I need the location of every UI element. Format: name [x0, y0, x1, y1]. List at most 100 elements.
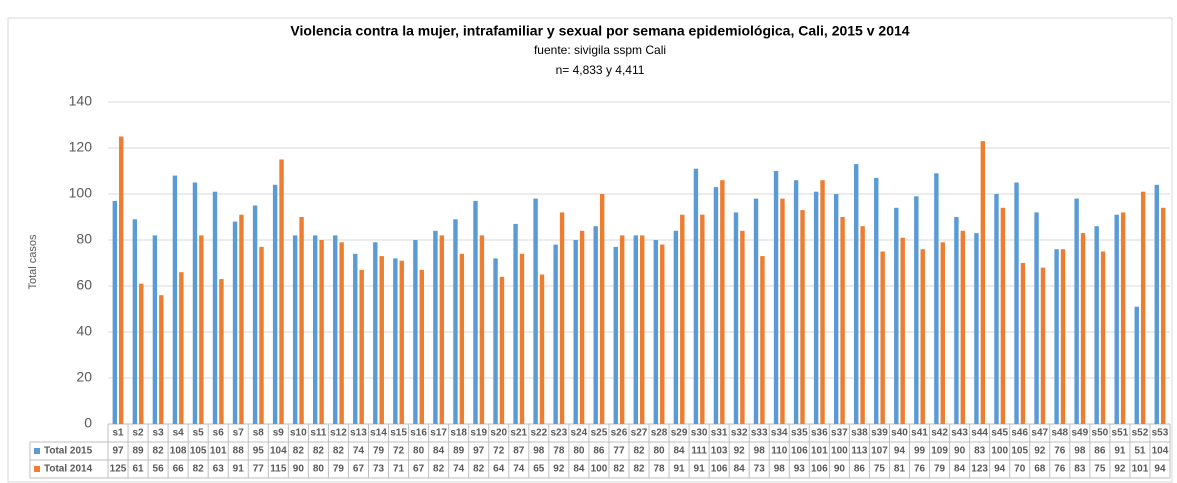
- bar: [199, 235, 204, 424]
- bar: [579, 230, 585, 424]
- bar: [513, 223, 518, 424]
- y-tick-label: 60: [76, 277, 92, 293]
- table-value: 89: [453, 446, 465, 457]
- table-value: 92: [1034, 446, 1046, 457]
- x-tick-label: s12: [330, 428, 347, 439]
- table-value: 98: [533, 446, 545, 457]
- bar: [159, 295, 164, 424]
- bar: [292, 235, 298, 424]
- table-value: 87: [513, 446, 525, 457]
- bar: [393, 258, 398, 424]
- bar: [633, 235, 638, 424]
- chart-subtitle: fuente: sivigila sspm Cali: [534, 43, 666, 57]
- bar: [139, 283, 144, 424]
- table-value: 82: [633, 446, 645, 457]
- table-value: 82: [193, 464, 205, 475]
- x-tick-label: s17: [430, 428, 447, 439]
- table-value: 79: [373, 446, 385, 457]
- y-tick-label: 0: [84, 415, 92, 431]
- bar: [1014, 182, 1019, 424]
- table-value: 64: [493, 464, 505, 475]
- x-tick-label: s7: [233, 428, 245, 439]
- x-tick-label: s14: [370, 428, 387, 439]
- x-tick-label: s18: [450, 428, 467, 439]
- bar: [413, 240, 418, 424]
- x-tick-label: s5: [193, 428, 205, 439]
- table-value: 91: [694, 464, 706, 475]
- table-value: 93: [794, 464, 806, 475]
- x-tick-label: s32: [731, 428, 748, 439]
- bar: [1094, 226, 1099, 424]
- bar: [940, 242, 945, 424]
- table-value: 82: [613, 464, 625, 475]
- table-value: 75: [1094, 464, 1106, 475]
- bar: [780, 198, 785, 424]
- table-value: 110: [771, 446, 788, 457]
- y-tick-label: 40: [76, 323, 92, 339]
- table-value: 106: [811, 464, 828, 475]
- table-value: 83: [1074, 464, 1086, 475]
- x-tick-label: s16: [410, 428, 427, 439]
- x-tick-label: s11: [310, 428, 327, 439]
- bar: [1060, 249, 1066, 424]
- bar: [720, 180, 725, 424]
- bar: [1034, 212, 1039, 424]
- x-tick-label: s46: [1011, 428, 1028, 439]
- bar: [399, 260, 404, 424]
- x-tick-label: s9: [273, 428, 285, 439]
- table-value: 56: [153, 464, 165, 475]
- bar: [299, 217, 304, 424]
- table-value: 89: [132, 446, 144, 457]
- table-value: 80: [313, 464, 325, 475]
- x-tick-label: s49: [1071, 428, 1088, 439]
- table-value: 91: [1114, 446, 1126, 457]
- table-value: 74: [513, 464, 525, 475]
- bar: [1040, 267, 1046, 424]
- x-tick-label: s30: [691, 428, 708, 439]
- table-value: 84: [573, 464, 585, 475]
- table-value: 109: [931, 446, 948, 457]
- table-value: 74: [353, 446, 365, 457]
- x-tick-label: s38: [851, 428, 868, 439]
- bar: [533, 198, 538, 424]
- bar: [613, 246, 618, 424]
- table-value: 73: [754, 464, 766, 475]
- bar: [519, 253, 525, 424]
- x-tick-label: s51: [1112, 428, 1129, 439]
- x-tick-label: s4: [173, 428, 185, 439]
- table-value: 88: [233, 446, 245, 457]
- table-value: 84: [954, 464, 966, 475]
- x-tick-label: s10: [290, 428, 307, 439]
- y-tick-label: 20: [76, 369, 92, 385]
- x-tick-label: s48: [1051, 428, 1068, 439]
- bar: [419, 269, 424, 424]
- table-value: 97: [112, 446, 124, 457]
- x-tick-label: s36: [811, 428, 828, 439]
- bar: [379, 256, 384, 424]
- bar: [1134, 306, 1139, 424]
- table-value: 100: [831, 446, 848, 457]
- bar: [813, 191, 819, 424]
- table-value: 92: [553, 464, 565, 475]
- bar: [860, 226, 865, 424]
- x-tick-label: s6: [213, 428, 225, 439]
- bar: [239, 214, 244, 424]
- table-value: 67: [353, 464, 365, 475]
- bar: [373, 242, 378, 424]
- table-value: 106: [711, 464, 728, 475]
- x-tick-label: s52: [1132, 428, 1149, 439]
- bar: [1074, 198, 1079, 424]
- table-value: 115: [270, 464, 287, 475]
- bar: [1120, 212, 1126, 424]
- table-value: 100: [991, 446, 1008, 457]
- table-value: 105: [1011, 446, 1028, 457]
- table-value: 77: [613, 446, 625, 457]
- table-value: 104: [1152, 446, 1169, 457]
- legend-swatch: [34, 448, 40, 454]
- bar: [673, 230, 679, 424]
- bar: [333, 235, 338, 424]
- bar: [593, 226, 598, 424]
- bar: [1114, 214, 1119, 424]
- bar: [312, 235, 318, 424]
